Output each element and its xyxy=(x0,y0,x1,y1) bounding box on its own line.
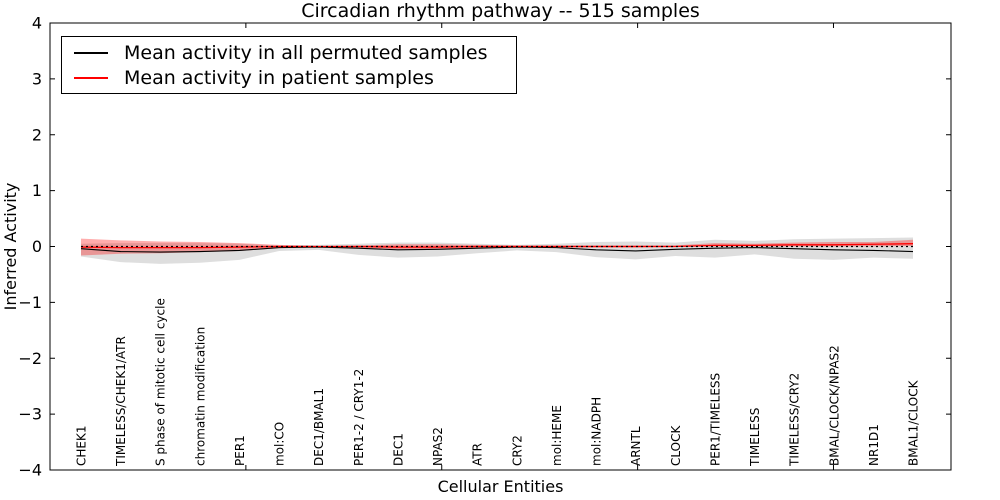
x-category-label: ATR xyxy=(471,443,485,466)
x-category-label: NR1D1 xyxy=(867,424,881,466)
x-category-label: chromatin modification xyxy=(193,327,207,466)
x-category-label: mol:NADPH xyxy=(590,397,604,466)
y-tick-label: −3 xyxy=(18,405,42,424)
y-tick-label: −2 xyxy=(18,349,42,368)
x-category-label: TIMELESS/CHEK1/ATR xyxy=(114,336,128,467)
x-axis-label: Cellular Entities xyxy=(437,477,564,496)
x-category-label: BMAL1/CLOCK xyxy=(907,379,921,466)
legend-label-permuted: Mean activity in all permuted samples xyxy=(124,41,488,64)
y-tick-label: 2 xyxy=(32,125,42,144)
permuted-band xyxy=(81,237,913,264)
y-tick-label: 0 xyxy=(32,237,42,256)
x-category-label: TIMELESS xyxy=(748,408,762,467)
x-category-label: mol:HEME xyxy=(550,405,564,466)
x-category-label: ARNTL xyxy=(629,426,643,466)
x-category-label: DEC1/BMAL1 xyxy=(312,388,326,466)
legend-line-permuted-icon xyxy=(74,51,108,54)
x-category-label: CRY2 xyxy=(510,435,524,466)
x-category-label: PER1-2 / CRY1-2 xyxy=(352,369,366,466)
chart-title: Circadian rhythm pathway -- 515 samples xyxy=(301,0,700,22)
y-tick-label: −4 xyxy=(18,461,42,480)
y-tick-label: 3 xyxy=(32,69,42,88)
x-category-label: PER1 xyxy=(233,435,247,466)
y-tick-label: 1 xyxy=(32,181,42,200)
legend-entry-patient: Mean activity in patient samples xyxy=(74,65,516,90)
permuted-mean-line xyxy=(80,246,914,253)
x-category-label: NPAS2 xyxy=(431,427,445,466)
x-category-label: mol:CO xyxy=(273,422,287,466)
legend-entry-permuted: Mean activity in all permuted samples xyxy=(74,40,516,65)
x-category-label: S phase of mitotic cell cycle xyxy=(154,298,168,466)
x-category-label: DEC1 xyxy=(391,433,405,466)
x-category-label: PER1/TIMELESS xyxy=(708,373,722,466)
legend-line-patient-icon xyxy=(74,76,108,79)
y-tick-label: −1 xyxy=(18,293,42,312)
x-category-label: CHEK1 xyxy=(75,426,89,467)
legend: Mean activity in all permuted samples Me… xyxy=(61,36,517,94)
x-category-label: CLOCK xyxy=(669,425,683,466)
legend-label-patient: Mean activity in patient samples xyxy=(124,66,434,89)
y-axis-label: Inferred Activity xyxy=(1,182,20,311)
x-category-label: BMAL/CLOCK/NPAS2 xyxy=(827,345,841,466)
x-category-label: TIMELESS/CRY2 xyxy=(788,373,802,467)
y-tick-label: 4 xyxy=(32,14,42,33)
